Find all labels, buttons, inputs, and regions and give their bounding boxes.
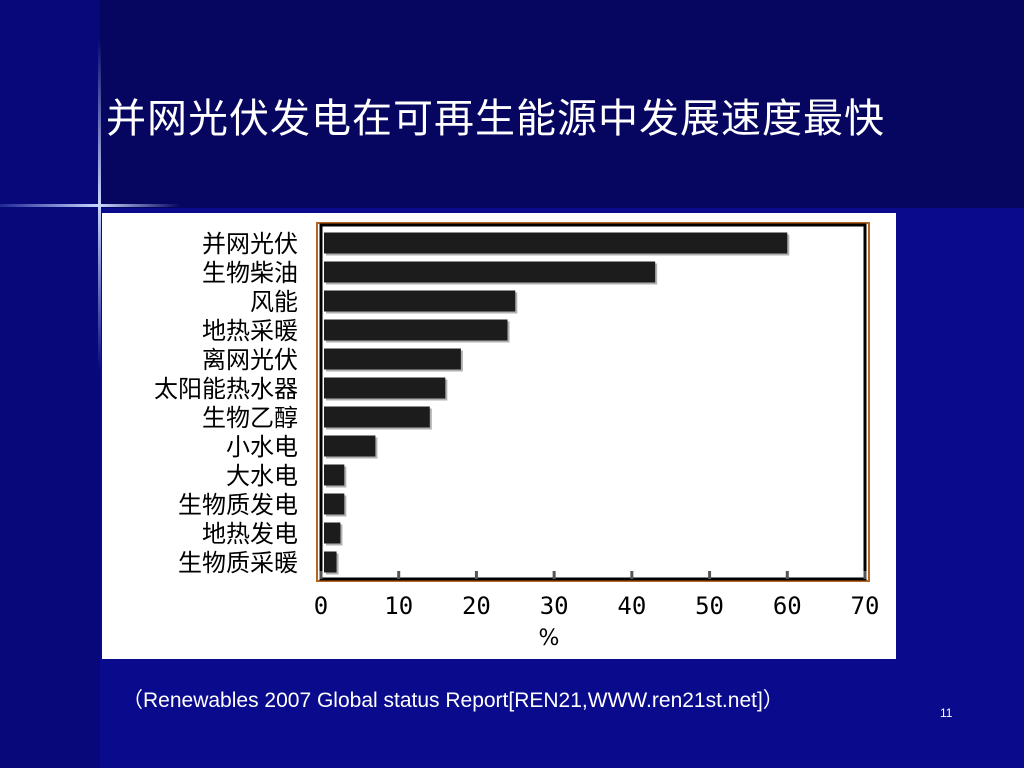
- x-tick-label: 60: [773, 592, 802, 620]
- category-label: 生物质采暖: [178, 549, 298, 577]
- bar: [324, 464, 345, 486]
- category-label: 大水电: [226, 462, 298, 490]
- category-label: 生物乙醇: [202, 404, 298, 432]
- chart-panel: 并网光伏 生物柴油 风能 地热采暖 离网光伏 太阳能热水器 生物乙醇 小水电 大水电 生物质发电地…: [102, 213, 896, 659]
- bar: [324, 551, 337, 573]
- bar: [324, 348, 461, 370]
- category-label: 生物质发电: [178, 491, 298, 519]
- category-label: 风能: [250, 288, 298, 316]
- category-label: 小水电: [226, 433, 298, 461]
- x-tick-label: 30: [540, 592, 569, 620]
- bar: [324, 319, 508, 341]
- bar-chart: 并网光伏生物柴油风能地热采暖离网光伏太阳能热水器生物乙醇小水电大水电生物质发电地…: [154, 222, 880, 651]
- bar: [324, 290, 516, 312]
- bar: [324, 377, 446, 399]
- x-tick-label: 10: [384, 592, 413, 620]
- left-accent-band: [0, 0, 100, 768]
- x-tick-label: 0: [314, 592, 328, 620]
- category-label: 离网光伏: [202, 346, 298, 374]
- category-label: 地热发电: [202, 520, 298, 548]
- x-tick-label: 50: [695, 592, 724, 620]
- decorative-vertical-line: [98, 40, 101, 370]
- category-label: 地热采暖: [202, 317, 298, 345]
- bar: [324, 435, 376, 457]
- plot-frame-accent: [316, 222, 870, 582]
- x-tick-label: 70: [851, 592, 880, 620]
- bar: [324, 493, 345, 515]
- category-label: 太阳能热水器: [154, 375, 298, 403]
- decorative-horizontal-line: [0, 204, 180, 207]
- plot-frame: [319, 223, 867, 581]
- bar: [324, 406, 430, 428]
- bar: [324, 261, 656, 283]
- category-label: 并网光伏: [202, 230, 298, 258]
- category-label: 生物柴油: [202, 259, 298, 287]
- page-title: 并网光伏发电在可再生能源中发展速度最快: [106, 96, 885, 142]
- source-citation: （Renewables 2007 Global status Report[RE…: [122, 689, 784, 712]
- x-axis-title: %: [539, 626, 560, 651]
- bar: [324, 522, 341, 544]
- x-tick-label: 40: [617, 592, 646, 620]
- title-band: [0, 0, 1024, 208]
- x-tick-label: 20: [462, 592, 491, 620]
- bar: [324, 232, 788, 254]
- page-number: 11: [940, 706, 953, 720]
